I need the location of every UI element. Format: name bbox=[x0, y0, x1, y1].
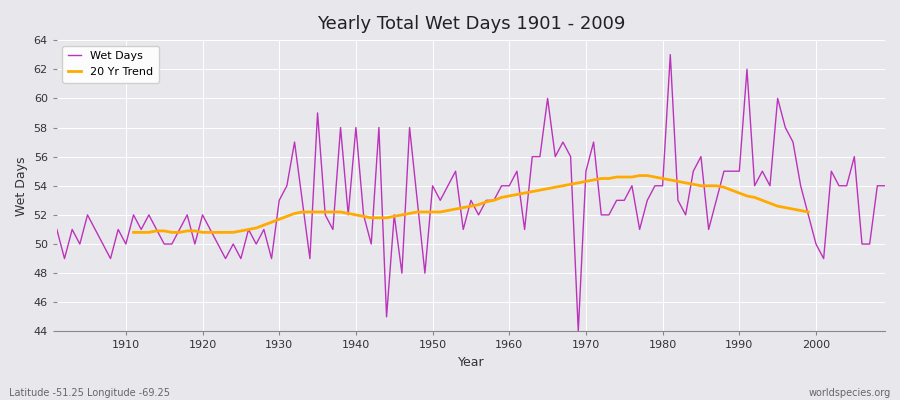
Wet Days bbox=[879, 183, 890, 188]
20 Yr Trend bbox=[734, 191, 744, 196]
Y-axis label: Wet Days: Wet Days bbox=[15, 156, 28, 216]
20 Yr Trend bbox=[128, 230, 139, 235]
20 Yr Trend bbox=[389, 214, 400, 219]
Wet Days bbox=[604, 212, 615, 217]
Wet Days bbox=[504, 183, 515, 188]
Wet Days bbox=[51, 227, 62, 232]
Wet Days bbox=[328, 227, 338, 232]
Text: Latitude -51.25 Longitude -69.25: Latitude -51.25 Longitude -69.25 bbox=[9, 388, 170, 398]
20 Yr Trend bbox=[473, 202, 484, 207]
Line: Wet Days: Wet Days bbox=[57, 55, 885, 332]
X-axis label: Year: Year bbox=[457, 356, 484, 369]
20 Yr Trend bbox=[634, 173, 645, 178]
20 Yr Trend bbox=[266, 220, 277, 224]
Text: worldspecies.org: worldspecies.org bbox=[809, 388, 891, 398]
20 Yr Trend bbox=[212, 230, 223, 235]
Wet Days bbox=[665, 52, 676, 57]
Legend: Wet Days, 20 Yr Trend: Wet Days, 20 Yr Trend bbox=[62, 46, 158, 82]
20 Yr Trend bbox=[197, 230, 208, 235]
Wet Days bbox=[496, 183, 507, 188]
20 Yr Trend bbox=[803, 210, 814, 214]
Wet Days bbox=[282, 183, 292, 188]
Title: Yearly Total Wet Days 1901 - 2009: Yearly Total Wet Days 1901 - 2009 bbox=[317, 15, 626, 33]
Line: 20 Yr Trend: 20 Yr Trend bbox=[133, 176, 808, 232]
Wet Days bbox=[112, 227, 123, 232]
Wet Days bbox=[573, 329, 584, 334]
